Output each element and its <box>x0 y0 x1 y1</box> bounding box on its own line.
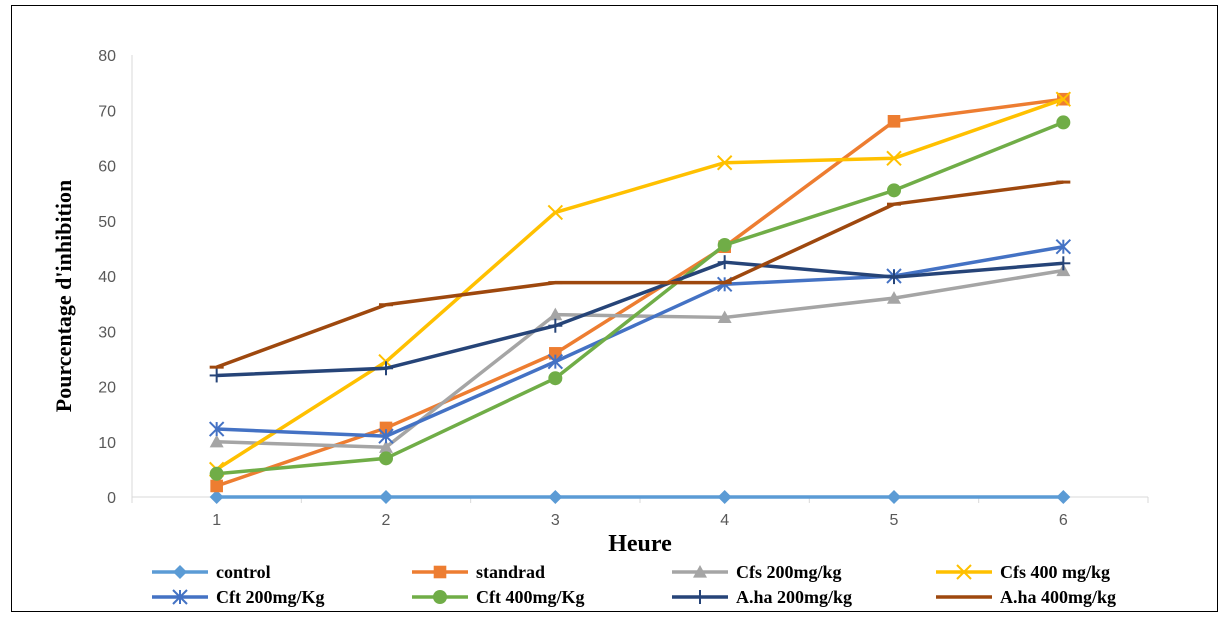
x-tick-label: 6 <box>1059 512 1068 529</box>
legend-label: Cft 400mg/Kg <box>476 587 584 607</box>
data-point <box>1056 115 1071 130</box>
axes: 0 10 20 30 40 50 60 70 80 1 2 3 4 5 6 <box>98 48 1149 529</box>
legend: control standrad Cfs 200mg/kg Cfs 400 mg/kg… <box>152 562 1116 607</box>
x-tick-label: 4 <box>720 512 729 529</box>
data-point <box>1056 490 1071 504</box>
data-point <box>548 371 563 386</box>
y-tick-label: 80 <box>98 48 116 65</box>
data-point <box>379 451 393 466</box>
series-line <box>215 97 1064 471</box>
legend-swatch-marker <box>433 590 447 604</box>
data-point <box>209 434 224 448</box>
legend-label: Cfs 200mg/kg <box>736 562 842 582</box>
data-point <box>717 310 732 324</box>
series-line <box>216 97 1064 488</box>
y-tick-label: 50 <box>98 214 116 231</box>
data-point <box>379 440 393 453</box>
x-tick-label: 3 <box>551 512 560 529</box>
data-point <box>887 490 901 504</box>
data-point <box>379 361 393 376</box>
legend-label: control <box>216 562 271 582</box>
data-point <box>716 155 733 171</box>
legend-swatch-marker <box>172 589 188 605</box>
data-point <box>210 479 223 493</box>
data-point <box>547 204 564 221</box>
data-point <box>548 318 563 333</box>
legend-label: A.ha 400mg/kg <box>1000 587 1116 607</box>
legend-item: control <box>152 562 271 582</box>
legend-label: standrad <box>476 562 545 582</box>
legend-item: Cfs 400 mg/kg <box>936 562 1110 582</box>
series-line <box>216 260 1064 378</box>
y-axis-title: Pourcentage d'inhibition <box>51 180 76 412</box>
y-tick-label: 40 <box>98 269 116 286</box>
data-point <box>548 307 563 321</box>
series-layer <box>208 91 1072 504</box>
series-cft-200mg-kg <box>208 239 1072 444</box>
data-point <box>887 183 901 198</box>
x-tick-label: 1 <box>212 512 221 529</box>
legend-swatch-marker <box>693 590 707 604</box>
series-line <box>216 120 1064 476</box>
legend-swatch-marker <box>433 565 447 579</box>
data-point <box>887 291 901 304</box>
data-point <box>379 421 393 435</box>
series-control <box>209 490 1071 504</box>
data-point <box>1055 239 1072 255</box>
data-point <box>209 368 224 383</box>
y-tick-label: 60 <box>98 159 116 176</box>
legend-swatch-marker <box>956 564 972 580</box>
data-point <box>1055 91 1072 107</box>
data-point <box>209 466 224 481</box>
series-a-ha-200mg-kg <box>209 255 1071 383</box>
series-line <box>216 180 1064 369</box>
data-point <box>887 270 901 285</box>
data-point <box>208 421 225 437</box>
data-point <box>209 490 224 504</box>
data-point <box>378 428 394 444</box>
data-point <box>549 347 562 360</box>
x-tick-label: 5 <box>890 512 899 529</box>
chart-frame: 0 10 20 30 40 50 60 70 80 1 2 3 4 5 6 Heure Pourcentag… <box>11 5 1218 612</box>
data-point <box>717 255 732 270</box>
y-tick-label: 20 <box>98 380 116 397</box>
series-line <box>216 268 1064 450</box>
legend-swatch-marker <box>173 565 187 579</box>
y-tick-label: 0 <box>107 490 116 507</box>
data-point <box>379 490 393 504</box>
legend-label: A.ha 200mg/kg <box>736 587 852 607</box>
data-point <box>1056 256 1071 271</box>
data-point <box>717 238 732 253</box>
legend-item: Cft 400mg/Kg <box>412 587 584 607</box>
series-line <box>216 244 1064 438</box>
x-tick-label: 2 <box>382 512 391 529</box>
y-tick-label: 70 <box>98 103 116 120</box>
legend-item: A.ha 200mg/kg <box>672 587 852 607</box>
legend-item: A.ha 400mg/kg <box>936 587 1116 607</box>
legend-item: Cfs 200mg/kg <box>672 562 842 582</box>
series-cfs-200mg-kg <box>209 263 1071 453</box>
x-axis-title: Heure <box>608 531 672 557</box>
data-point <box>887 115 901 128</box>
legend-item: standrad <box>412 562 545 582</box>
data-point <box>548 490 563 504</box>
legend-swatch-marker <box>693 565 707 578</box>
series-cft-400mg-kg <box>209 115 1071 481</box>
legend-item: Cft 200mg/Kg <box>152 587 324 607</box>
series-a-ha-400mg-kg <box>209 180 1071 369</box>
data-point <box>547 353 564 370</box>
line-chart: 0 10 20 30 40 50 60 70 80 1 2 3 4 5 6 Heure Pourcentag… <box>51 48 1149 607</box>
y-tick-label: 30 <box>98 324 116 341</box>
data-point <box>886 150 902 167</box>
y-tick-label: 10 <box>98 435 116 452</box>
data-point <box>717 490 732 504</box>
legend-label: Cft 200mg/Kg <box>216 587 324 607</box>
legend-label: Cfs 400 mg/kg <box>1000 562 1110 582</box>
